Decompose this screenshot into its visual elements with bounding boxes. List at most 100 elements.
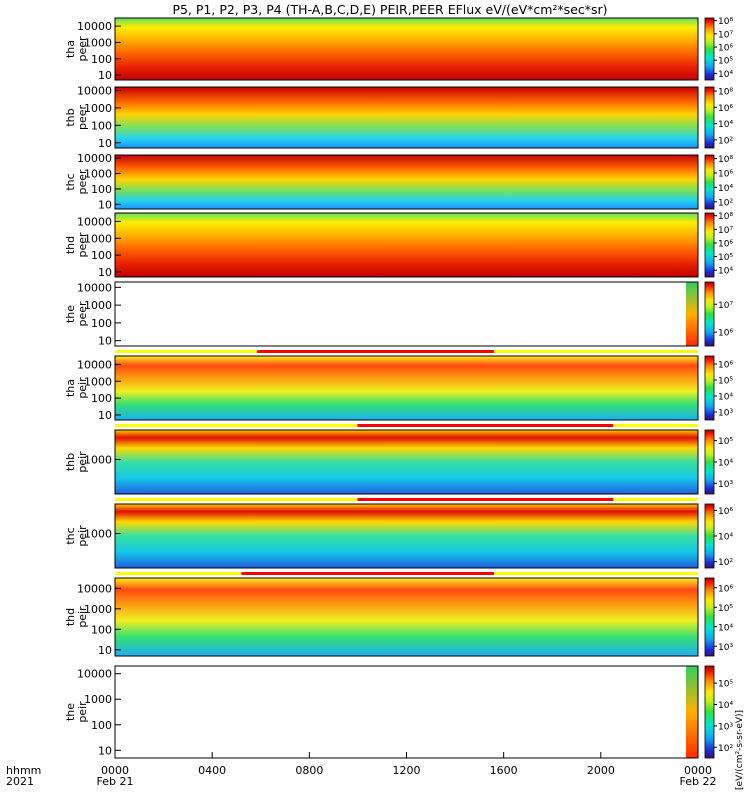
mode-bar-span: [357, 498, 613, 501]
y-tick-label: 10000: [77, 20, 112, 33]
probe-label: thd: [64, 608, 77, 626]
colorbar-units-label: [eV/(cm²-s-sr-eV)]: [735, 710, 745, 790]
colorbar: [704, 281, 715, 347]
species-label: peer: [76, 105, 89, 131]
panel-frame: [114, 503, 699, 569]
colorbar-tick-label: 10⁷: [718, 226, 733, 236]
y-tick-label: 10: [98, 644, 112, 657]
y-tick-label: 100: [91, 317, 112, 330]
y-tick-label: 100: [91, 392, 112, 405]
spectrogram-data-strip: [686, 282, 698, 346]
colorbar-tick-label: 10⁴: [718, 459, 733, 469]
y-tick-label: 100: [91, 119, 112, 132]
panel-frame: [114, 154, 699, 210]
probe-label: thc: [64, 173, 77, 190]
colorbar-tick-label: 10⁶: [718, 361, 733, 371]
colorbar-tick-label: 10³: [718, 643, 733, 653]
species-label: peir: [76, 451, 89, 473]
species-label: peir: [76, 701, 89, 723]
colorbar-tick-label: 10²: [718, 744, 733, 754]
colorbar-tick-label: 10⁴: [718, 701, 733, 711]
colorbar-tick-label: 10⁵: [718, 253, 733, 263]
colorbar-tick-label: 10⁵: [718, 377, 733, 387]
colorbar-tick-label: 10⁴: [718, 184, 733, 194]
colorbar-tick-label: 10⁴: [718, 267, 733, 277]
probe-label: thb: [64, 108, 77, 126]
spectrogram-image: [115, 213, 698, 277]
probe-label: tha: [64, 40, 77, 58]
date-label-start: Feb 21: [97, 775, 134, 788]
panel-frame: [114, 86, 699, 149]
x-tick-label: 0400: [198, 764, 226, 777]
colorbar-tick-label: 10⁵: [718, 57, 733, 67]
panel-thc-peir: 1000 thc peir 10² 10⁴ 10⁶: [64, 498, 733, 569]
species-label: peer: [76, 169, 89, 195]
y-tick-label: 10000: [77, 668, 112, 681]
y-tick-label: 10: [98, 335, 112, 348]
x-tick-label: 0000: [684, 764, 712, 777]
y-tick-label: 10: [98, 266, 112, 279]
panel-frame: [114, 355, 699, 421]
colorbar-tick-label: 10⁴: [718, 393, 733, 403]
y-tick-label: 1000: [84, 232, 112, 245]
colorbar-tick-label: 10⁶: [718, 170, 733, 180]
page-title: P5, P1, P2, P3, P4 (TH-A,B,C,D,E) PEIR,P…: [172, 2, 607, 17]
y-tick-label: 10000: [77, 281, 112, 294]
colorbar-tick-label: 10²: [718, 198, 733, 208]
mode-bar-span: [241, 572, 494, 575]
colorbar: [704, 503, 715, 569]
probe-label: thb: [64, 453, 77, 471]
y-tick-label: 10000: [77, 358, 112, 371]
y-tick-label: 10: [98, 137, 112, 150]
y-tick-label: 1000: [84, 454, 112, 467]
probe-label: thc: [64, 527, 77, 544]
y-tick-label: 10: [98, 69, 112, 82]
colorbar-tick-label: 10⁶: [718, 104, 733, 114]
y-tick-label: 100: [91, 249, 112, 262]
y-tick-label: 1000: [84, 528, 112, 541]
probe-label: the: [64, 703, 77, 721]
spectrogram-image: [115, 430, 698, 494]
colorbar: [704, 154, 715, 210]
hhmm-label: hhmm: [6, 764, 41, 777]
spectrogram-image: [115, 504, 698, 568]
spectrogram-image: [115, 155, 698, 209]
panel-frame: [114, 17, 699, 81]
colorbar-tick-label: 10⁵: [718, 437, 733, 447]
y-tick-label: 1000: [84, 375, 112, 388]
probe-label: tha: [64, 379, 77, 397]
colorbar-tick-label: 10⁶: [718, 507, 733, 517]
time-axis: hhmm 2021 0000 0400 0800 1200 1600 2000 0000Fe…: [6, 752, 716, 788]
probe-label: the: [64, 305, 77, 323]
panel-frame: [114, 429, 699, 495]
colorbar-tick-label: 10⁵: [718, 604, 733, 614]
colorbar: [704, 212, 715, 278]
species-label: peir: [76, 606, 89, 628]
x-tick-label: 1200: [393, 764, 421, 777]
x-tick-label: 2000: [587, 764, 615, 777]
colorbar-tick-label: 10⁴: [718, 623, 733, 633]
species-label: peir: [76, 377, 89, 399]
spectrogram-image: [115, 87, 698, 148]
colorbar: [704, 577, 715, 657]
species-label: peer: [76, 36, 89, 62]
y-tick-label: 1000: [84, 102, 112, 115]
panel-thb-peir: 1000 thb peir 10³ 10⁴ 10⁵: [64, 424, 733, 495]
colorbar-tick-label: 10⁸: [718, 88, 733, 98]
date-label-end: Feb 22: [680, 775, 717, 788]
spectrogram-data-strip: [686, 666, 698, 758]
y-tick-label: 1000: [84, 36, 112, 49]
y-tick-label: 100: [91, 183, 112, 196]
colorbar-tick-label: 10³: [718, 409, 733, 419]
y-tick-label: 10: [98, 744, 112, 757]
spectrogram-image: [115, 356, 698, 420]
y-tick-label: 100: [91, 623, 112, 636]
y-tick-label: 100: [91, 719, 112, 732]
x-tick-label: 0800: [295, 764, 323, 777]
colorbar-tick-label: 10³: [718, 480, 733, 490]
